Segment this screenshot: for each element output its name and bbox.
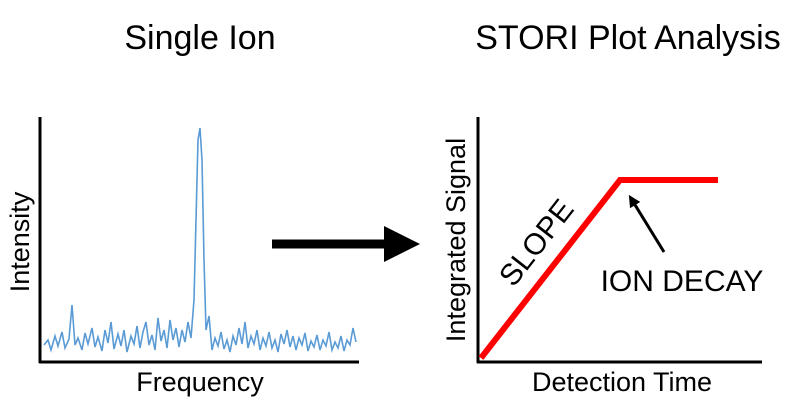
left-y-label: Intensity [5,191,35,292]
right-x-label: Detection Time [532,367,712,397]
decay-arrow [628,194,666,253]
spectrum-trace [43,127,357,354]
left-x-label: Frequency [136,367,264,397]
right-title: STORI Plot Analysis [475,19,781,57]
left-title: Single Ion [124,19,275,57]
stori-curve [478,177,718,360]
right-y-label: Integrated Signal [441,138,471,342]
decay-label: ION DECAY [601,265,764,298]
